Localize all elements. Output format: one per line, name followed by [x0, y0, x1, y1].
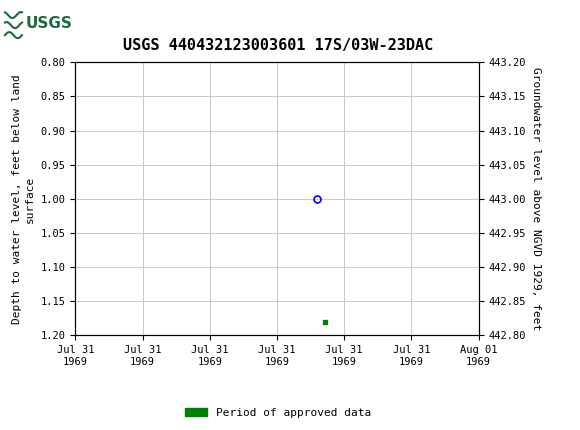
Text: USGS 440432123003601 17S/03W-23DAC: USGS 440432123003601 17S/03W-23DAC: [124, 38, 433, 53]
Text: USGS: USGS: [26, 15, 73, 31]
Y-axis label: Groundwater level above NGVD 1929, feet: Groundwater level above NGVD 1929, feet: [531, 67, 541, 331]
Legend: Period of approved data: Period of approved data: [181, 403, 376, 422]
Y-axis label: Depth to water level, feet below land
surface: Depth to water level, feet below land su…: [12, 74, 35, 324]
Bar: [4, 4, 56, 42]
